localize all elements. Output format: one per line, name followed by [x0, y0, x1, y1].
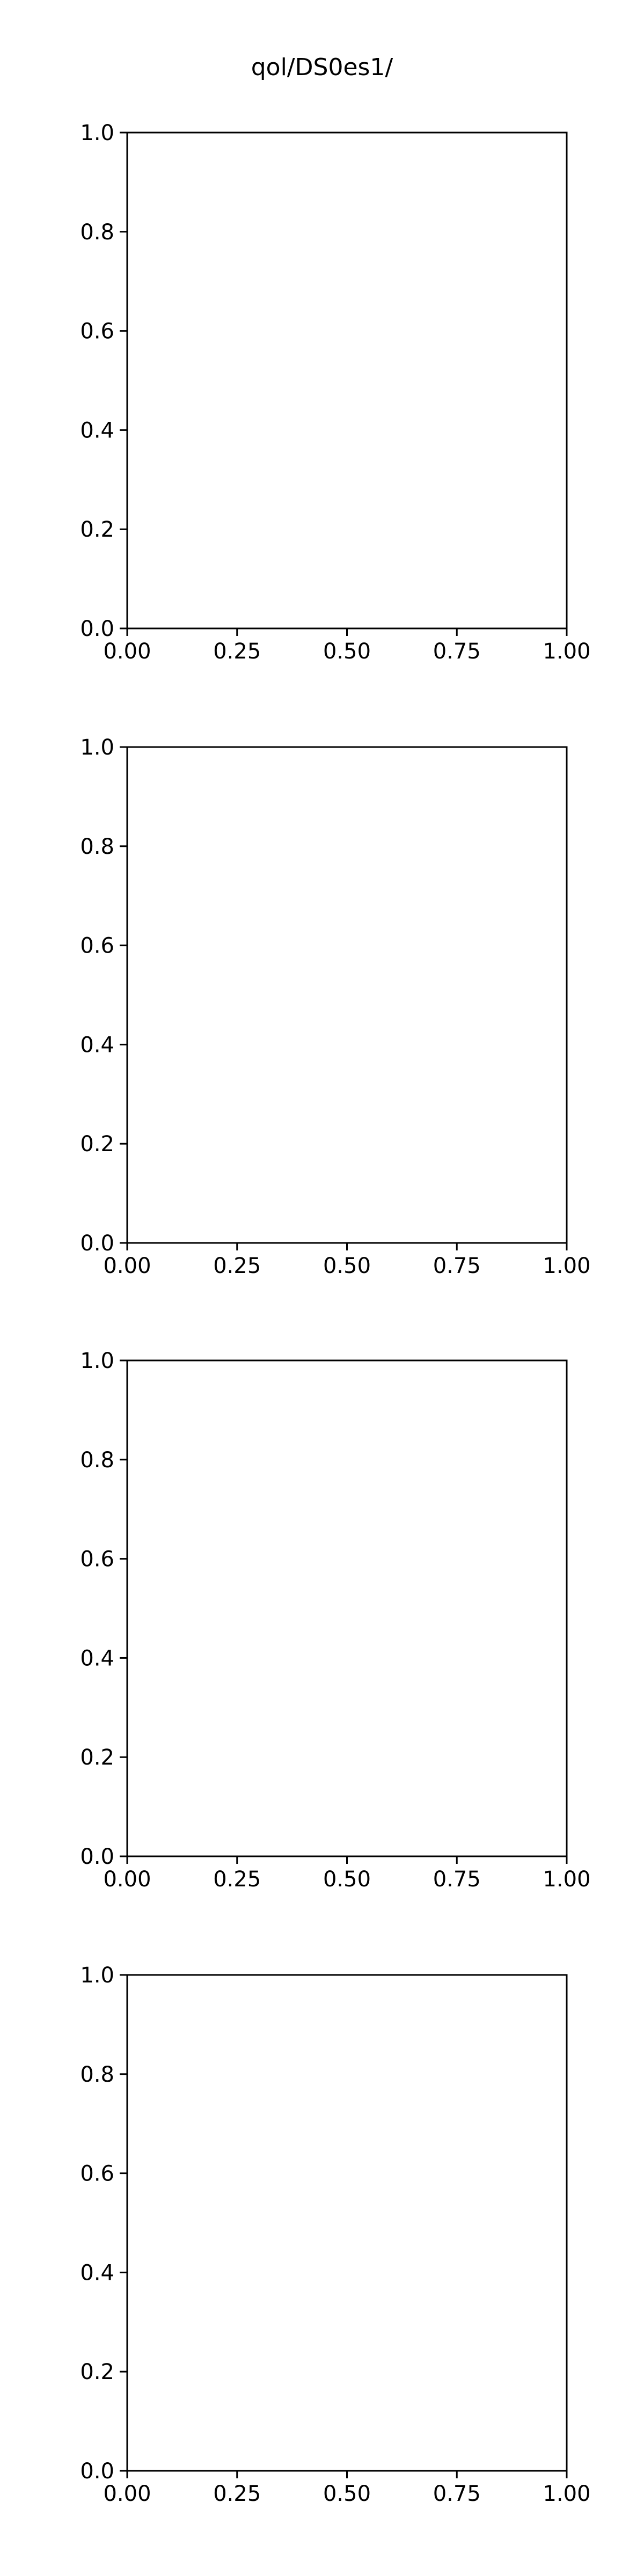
y-tick-label: 0.8 — [80, 220, 114, 245]
axes-frame — [126, 1974, 568, 2472]
subplot-1: 0.00 0.25 0.50 0.75 1.00 0.0 0.2 0.4 0.6 0.8 1.0 — [80, 121, 590, 664]
x-tick-label: 0.00 — [103, 1867, 151, 1892]
y-tick-label: 0.0 — [80, 1845, 114, 1869]
x-tick-label: 0.75 — [433, 2482, 481, 2506]
axes-frame — [126, 131, 568, 630]
axes-frame — [126, 1359, 568, 1857]
x-tick-label: 0.00 — [103, 1254, 151, 1278]
y-tick-label: 0.6 — [80, 934, 114, 958]
y-tick-label: 0.2 — [80, 517, 114, 542]
x-tick-label: 0.25 — [213, 2482, 261, 2506]
figure-title: qol/DS0es1/ — [251, 54, 393, 81]
y-tick-label: 0.4 — [80, 1033, 114, 1057]
subplots: 0.00 0.25 0.50 0.75 1.000.00.20.40.60.81.00.… — [80, 121, 590, 2506]
y-tick-label: 0.6 — [80, 319, 114, 344]
x-tick-label: 1.00 — [543, 1867, 590, 1892]
y-tick-label: 1.0 — [80, 121, 114, 145]
x-tick-label: 0.25 — [213, 639, 261, 664]
y-tick-label: 1.0 — [80, 1963, 114, 1988]
x-tick-label: 1.00 — [543, 2482, 590, 2506]
y-tick-label: 0.0 — [80, 617, 114, 641]
subplot-2: 0.00 0.25 0.50 0.75 1.00 0.0 0.2 0.4 0.6 0.8 1.0 — [80, 735, 590, 1278]
x-tick-label: 0.50 — [323, 639, 371, 664]
x-tick-label: 0.25 — [213, 1254, 261, 1278]
x-tick-label: 1.00 — [543, 1254, 590, 1278]
x-tick-label: 0.00 — [103, 639, 151, 664]
y-tick-label: 0.6 — [80, 1547, 114, 1572]
x-tick-label: 0.75 — [433, 1867, 481, 1892]
axes-frame — [126, 746, 568, 1244]
y-tick-label: 0.8 — [80, 835, 114, 859]
y-tick-label: 0.6 — [80, 2162, 114, 2186]
x-tick-label: 0.50 — [323, 1254, 371, 1278]
y-tick-label: 0.4 — [80, 1646, 114, 1671]
subplot-4: 0.00 0.25 0.50 0.75 1.00 0.0 0.2 0.4 0.6 0.8 1.0 — [80, 1963, 590, 2506]
x-tick-label: 0.50 — [323, 2482, 371, 2506]
subplot-3: 0.00 0.25 0.50 0.75 1.00 0.0 0.2 0.4 0.6 0.8 1.0 — [80, 1349, 590, 1892]
y-tick-label: 0.4 — [80, 2260, 114, 2285]
x-tick-label: 0.25 — [213, 1867, 261, 1892]
y-tick-label: 0.8 — [80, 1448, 114, 1473]
y-tick-label: 0.0 — [80, 2459, 114, 2484]
x-tick-label: 0.75 — [433, 639, 481, 664]
x-tick-label: 0.50 — [323, 1867, 371, 1892]
x-tick-label: 1.00 — [543, 639, 590, 664]
y-tick-label: 0.4 — [80, 418, 114, 443]
x-tick-label: 0.75 — [433, 1254, 481, 1278]
y-tick-label: 0.2 — [80, 2360, 114, 2384]
x-tick-label: 0.00 — [103, 2482, 151, 2506]
y-tick-label: 0.8 — [80, 2062, 114, 2087]
y-tick-label: 0.2 — [80, 1132, 114, 1157]
y-tick-label: 1.0 — [80, 735, 114, 760]
y-tick-label: 0.0 — [80, 1231, 114, 1256]
y-tick-label: 1.0 — [80, 1349, 114, 1373]
y-tick-label: 0.2 — [80, 1745, 114, 1770]
